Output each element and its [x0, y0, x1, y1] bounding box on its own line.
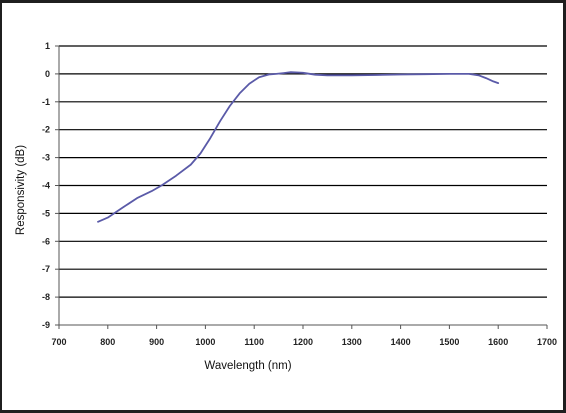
y-tick-label: -3 [42, 153, 50, 163]
x-tick-label: 1500 [439, 337, 459, 347]
x-tick-label: 1400 [391, 337, 411, 347]
x-tick-label: 1000 [195, 337, 215, 347]
y-axis-title: Responsivity (dB) [15, 145, 27, 235]
x-tick-label: 1600 [488, 337, 508, 347]
x-tick-label: 1300 [342, 337, 362, 347]
x-tick-label: 900 [149, 337, 164, 347]
x-axis-title: Wavelength (nm) [204, 360, 291, 372]
grid-lines [59, 45, 547, 298]
x-tick-label: 1100 [244, 337, 264, 347]
axes [55, 45, 548, 329]
x-tick-label: 1700 [537, 337, 557, 347]
y-tick-label: -5 [42, 208, 50, 218]
y-tick-label: -1 [42, 97, 50, 107]
y-tick-label: 1 [45, 41, 50, 51]
y-tick-label: -9 [42, 320, 50, 330]
x-tick-label: 800 [100, 337, 115, 347]
responsivity-series-line [97, 71, 500, 223]
y-tick-label: -8 [42, 292, 50, 302]
y-tick-label: -6 [42, 236, 50, 246]
y-tick-label: -2 [42, 125, 50, 135]
series-layer [97, 71, 500, 223]
x-tick-label: 700 [51, 337, 66, 347]
y-tick-label: 0 [45, 69, 50, 79]
y-tick-label: -7 [42, 264, 50, 274]
x-tick-label: 1200 [293, 337, 313, 347]
y-tick-label: -4 [42, 181, 50, 191]
